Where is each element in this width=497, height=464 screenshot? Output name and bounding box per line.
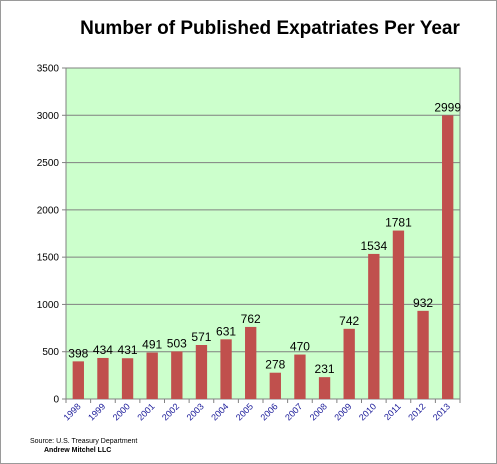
x-tick-label: 2010 (357, 401, 378, 422)
y-tick-label: 3000 (37, 111, 60, 122)
data-label: 278 (265, 358, 285, 372)
data-label: 431 (118, 343, 138, 357)
data-label: 503 (167, 336, 187, 350)
y-tick-label: 2500 (37, 158, 60, 169)
data-label: 434 (93, 343, 113, 357)
x-tick-label: 2006 (258, 401, 279, 422)
x-tick-label: 2001 (135, 401, 156, 422)
bar (368, 253, 380, 399)
data-label: 470 (290, 340, 310, 354)
bar (417, 310, 429, 399)
x-tick-label: 2000 (111, 401, 132, 422)
x-tick-label: 2013 (431, 401, 452, 422)
y-tick-label: 0 (53, 395, 59, 406)
data-label: 631 (216, 324, 236, 338)
data-label: 932 (413, 296, 433, 310)
data-label: 2999 (434, 100, 461, 114)
bars (72, 115, 454, 400)
data-label: 762 (241, 312, 261, 326)
data-label: 742 (339, 314, 359, 328)
x-axis: 1998 1999 2000 2001 2002 2003 2004 2005 2006 2007… (61, 399, 461, 423)
data-label: 1781 (385, 216, 412, 230)
x-tick-label: 2004 (209, 401, 230, 422)
x-tick-label: 2003 (185, 401, 206, 422)
x-tick-label: 2007 (283, 401, 304, 422)
x-tick-label: 2002 (160, 401, 181, 422)
x-tick-label: 2005 (234, 401, 255, 422)
data-label: 571 (191, 330, 211, 344)
bar (220, 339, 232, 399)
bar (97, 357, 109, 399)
author-credit: Andrew Mitchel LLC (44, 447, 112, 454)
data-label: 231 (315, 362, 335, 376)
x-tick-label: 2009 (332, 401, 353, 422)
bar (269, 372, 281, 399)
x-tick-label: 2008 (308, 401, 329, 422)
bar (442, 115, 454, 400)
bar (121, 358, 134, 399)
bar (294, 354, 306, 399)
x-tick-label: 1999 (86, 401, 107, 422)
bar (392, 230, 405, 399)
x-tick-label: 2011 (382, 401, 403, 422)
data-label: 398 (68, 346, 88, 360)
y-tick-label: 3500 (37, 64, 60, 75)
y-axis: 0 500 1000 1500 2000 2500 3000 3500 (37, 64, 66, 406)
y-tick-label: 1500 (37, 253, 60, 264)
bar (318, 377, 331, 399)
source-note: Source: U.S. Treasury Department (30, 438, 138, 445)
bar (245, 326, 257, 399)
data-label: 1534 (360, 239, 387, 253)
x-tick-label: 2012 (406, 401, 427, 422)
x-tick-label: 1998 (61, 401, 82, 422)
chart-title: Number of Published Expatriates Per Year (80, 18, 460, 39)
bar (171, 351, 183, 399)
bar (343, 328, 355, 399)
bar (72, 361, 84, 399)
y-tick-label: 1000 (37, 300, 60, 311)
data-labels: 398 434 431 491 503 571 631 762 278 470 231 742 1534… (68, 100, 461, 376)
y-tick-label: 2000 (37, 205, 60, 216)
bar (146, 352, 158, 399)
data-label: 491 (142, 338, 162, 352)
y-tick-label: 500 (42, 347, 59, 358)
bar (195, 344, 208, 399)
